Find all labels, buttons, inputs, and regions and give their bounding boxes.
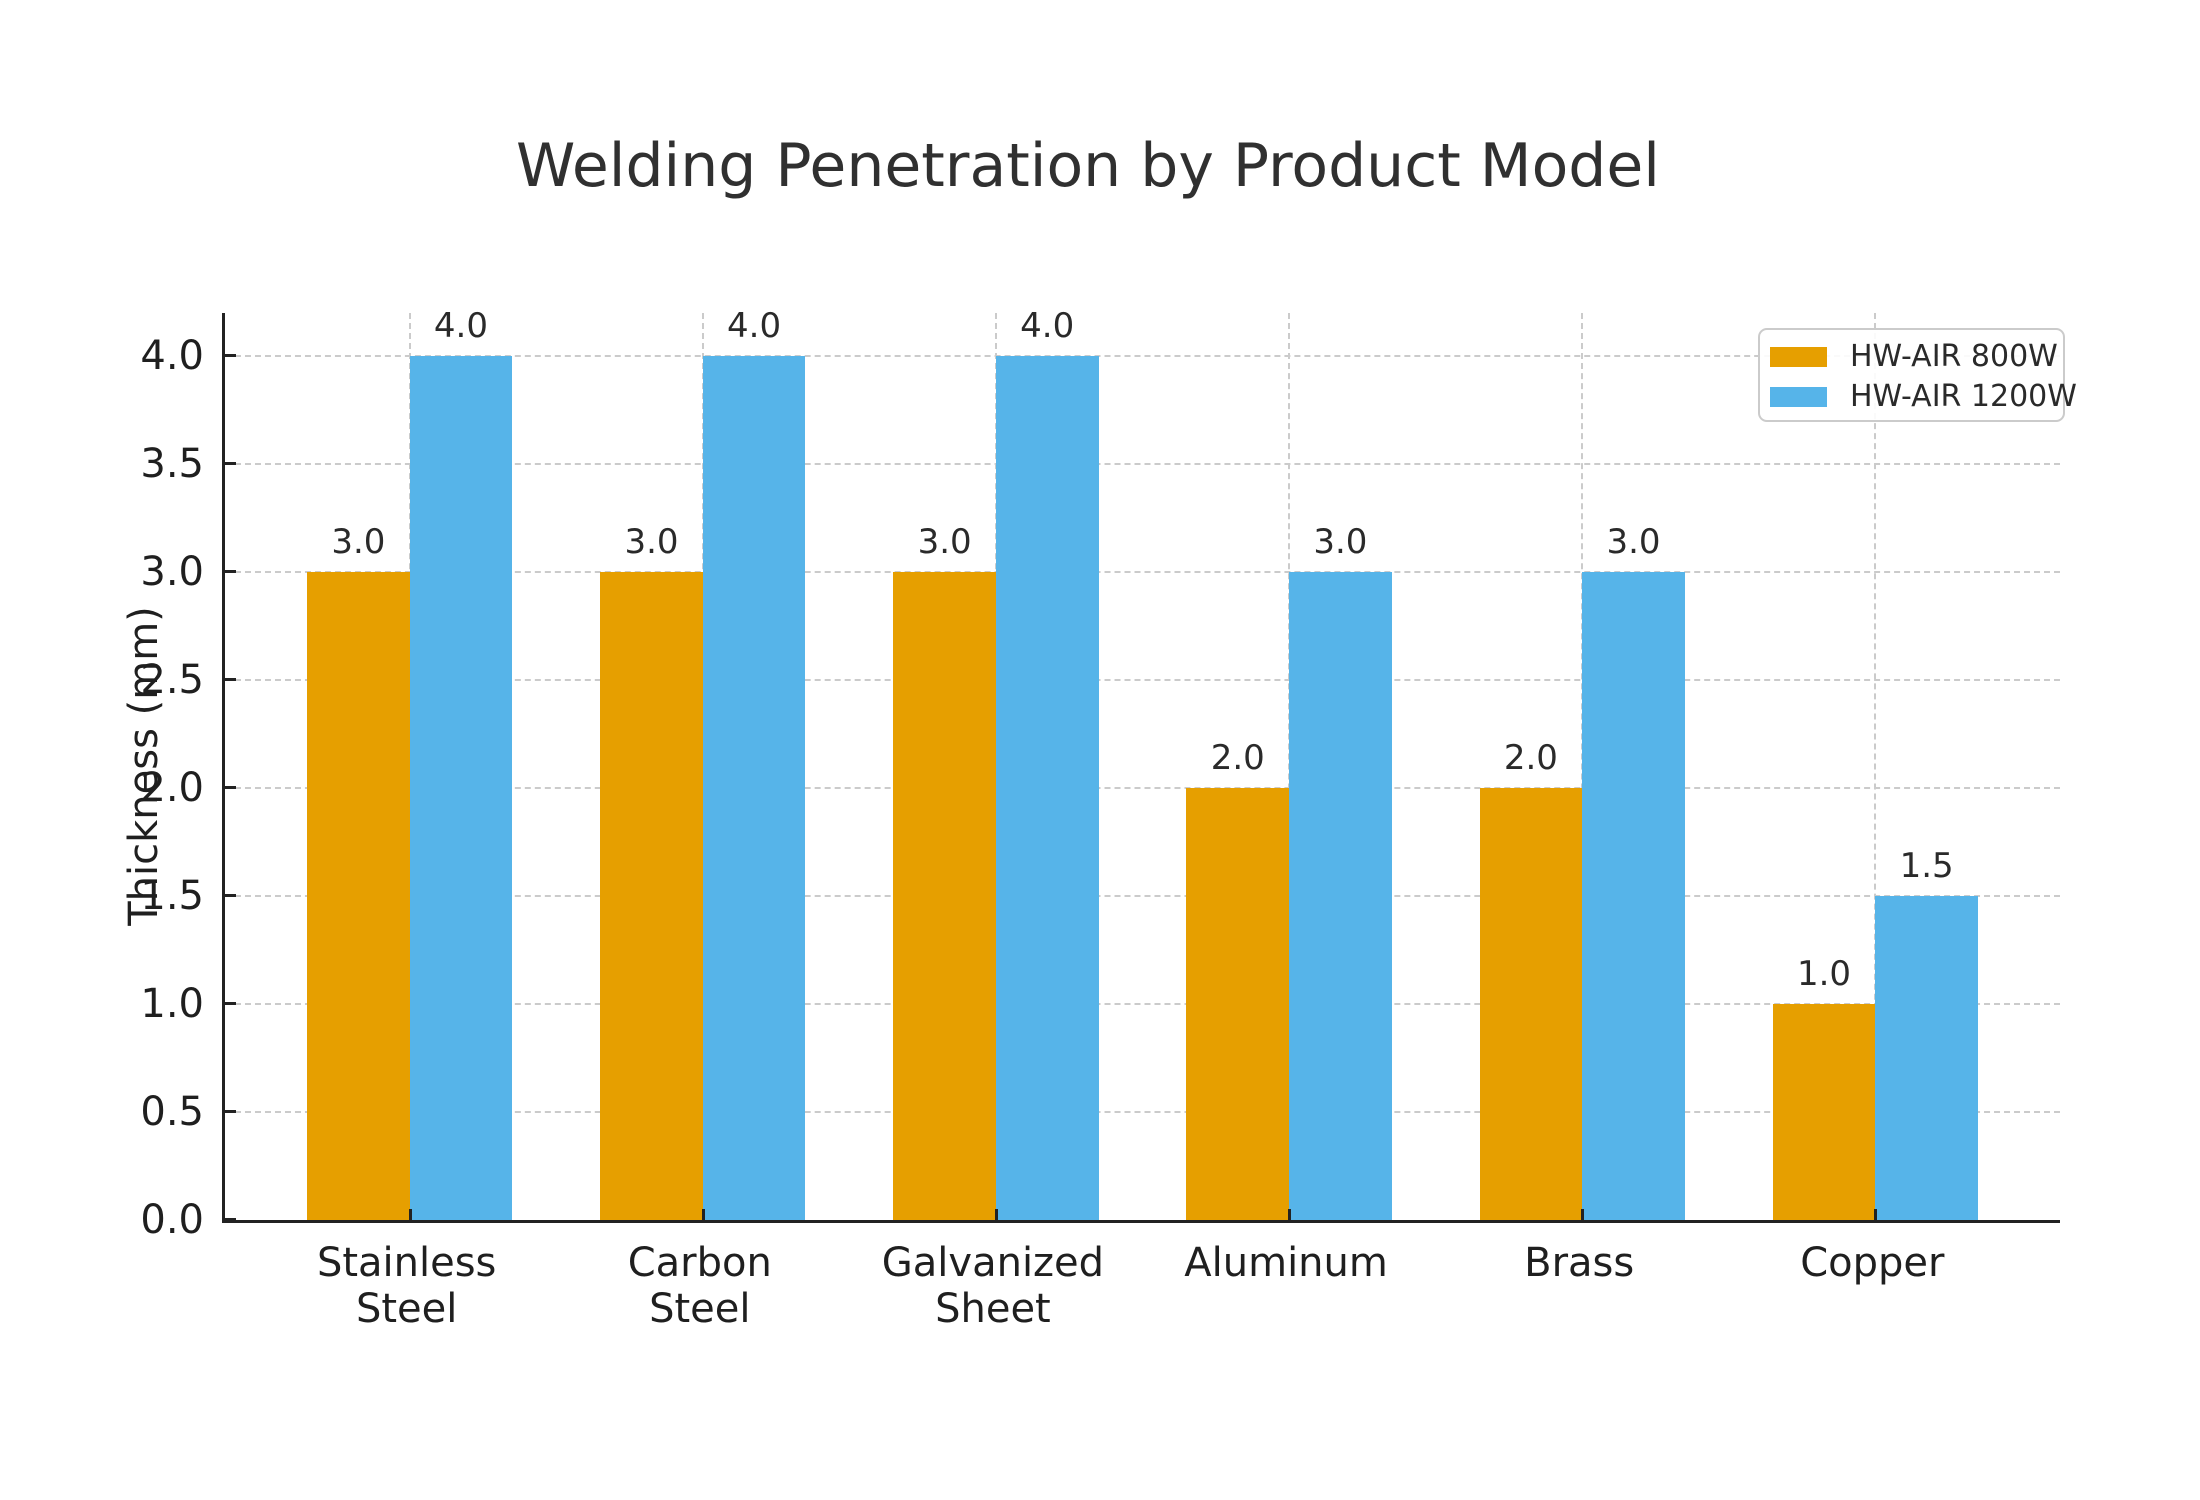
x-tick-label-carbon-steel: Carbon Steel	[627, 1240, 772, 1333]
bar-value-label: 3.0	[917, 522, 972, 563]
bar-hw-air-800w-copper	[1772, 1004, 1876, 1220]
bar-hw-air-1200w-carbon-steel	[702, 356, 806, 1220]
y-axis-tick	[225, 1218, 236, 1221]
grid-v-line	[1874, 313, 1877, 1220]
y-axis-tick	[225, 1110, 236, 1114]
y-axis-tick	[225, 894, 236, 898]
grid-h-line	[225, 355, 2060, 358]
bar-hw-air-800w-galvanized-sheet	[893, 572, 996, 1220]
legend-row-hw-air-800w: HW-AIR 800W	[1770, 337, 2063, 377]
x-axis-tick	[1288, 1209, 1292, 1220]
grid-h-line	[225, 463, 2060, 466]
y-tick-label: 3.5	[140, 441, 204, 488]
y-tick-label: 2.0	[140, 765, 204, 812]
grid-h-line	[225, 895, 2060, 898]
grid-h-line	[225, 1111, 2060, 1114]
bar-value-label: 3.0	[624, 522, 679, 563]
legend: HW-AIR 800W HW-AIR 1200W	[1758, 328, 2077, 422]
y-axis-tick	[225, 786, 236, 790]
y-tick-label: 1.5	[140, 873, 204, 920]
bar-value-label: 4.0	[433, 306, 489, 347]
y-axis-tick	[225, 1002, 236, 1006]
bar-value-label: 3.0	[1313, 522, 1368, 563]
y-tick-label: 2.5	[140, 657, 204, 704]
x-axis-tick	[994, 1209, 998, 1220]
bar-hw-air-1200w-galvanized-sheet	[995, 356, 1099, 1220]
grid-h-line	[225, 679, 2060, 682]
bar-value-label: 3.0	[331, 522, 386, 563]
y-axis-tick	[225, 354, 236, 358]
bar-hw-air-800w-aluminum	[1186, 788, 1290, 1220]
chart-title: Welding Penetration by Product Model	[516, 131, 1660, 201]
x-axis-tick	[1874, 1209, 1878, 1220]
bar-value-label: 2.0	[1503, 738, 1558, 779]
x-axis-tick	[701, 1209, 705, 1220]
bar-hw-air-1200w-aluminum	[1289, 572, 1392, 1220]
grid-h-line	[225, 1003, 2060, 1006]
y-tick-label: 3.0	[140, 549, 204, 596]
plot-area: 3.0 3.0 3.0 2.0 2.0 1.0 4.0 4.0 4.0 3.0 3.0 1.5	[222, 309, 2060, 1223]
y-axis-tick	[225, 462, 236, 466]
legend-swatch-hw-air-800w	[1770, 347, 1827, 367]
bar-hw-air-1200w-copper	[1875, 896, 1978, 1220]
x-axis-tick	[1581, 1209, 1585, 1220]
legend-label: HW-AIR 1200W	[1850, 379, 2077, 414]
legend-swatch-hw-air-1200w	[1770, 387, 1827, 407]
y-tick-label: 0.5	[140, 1089, 204, 1136]
bar-hw-air-800w-carbon-steel	[600, 572, 703, 1220]
grid-h-line	[225, 571, 2060, 574]
bar-hw-air-1200w-stainless-steel	[409, 356, 513, 1220]
x-tick-label-copper: Copper	[1800, 1240, 1945, 1286]
bar-value-label: 3.0	[1606, 522, 1661, 563]
bar-value-label: 2.0	[1210, 738, 1265, 779]
x-axis-tick	[408, 1209, 412, 1220]
bar-hw-air-800w-brass	[1479, 788, 1583, 1220]
y-axis-tick	[225, 570, 236, 574]
bar-hw-air-1200w-brass	[1582, 572, 1685, 1220]
bar-value-label: 1.5	[1899, 846, 1954, 887]
x-tick-label-stainless-steel: Stainless Steel	[316, 1240, 497, 1333]
y-tick-label: 1.0	[140, 981, 204, 1028]
bar-value-label: 4.0	[1020, 306, 1075, 347]
bar-value-label: 4.0	[727, 306, 782, 347]
x-tick-label-brass: Brass	[1524, 1240, 1635, 1286]
x-tick-label-galvanized-sheet: Galvanized Sheet	[881, 1240, 1105, 1333]
y-tick-label: 4.0	[140, 333, 204, 380]
legend-label: HW-AIR 800W	[1850, 339, 2058, 374]
legend-row-hw-air-1200w: HW-AIR 1200W	[1770, 377, 2077, 417]
x-tick-label-aluminum: Aluminum	[1184, 1240, 1388, 1286]
y-tick-label: 0.0	[140, 1197, 204, 1243]
grid-h-line	[225, 787, 2060, 790]
y-axis-tick	[225, 678, 236, 682]
bar-value-label: 1.0	[1796, 954, 1852, 995]
bar-hw-air-800w-stainless-steel	[307, 572, 410, 1220]
